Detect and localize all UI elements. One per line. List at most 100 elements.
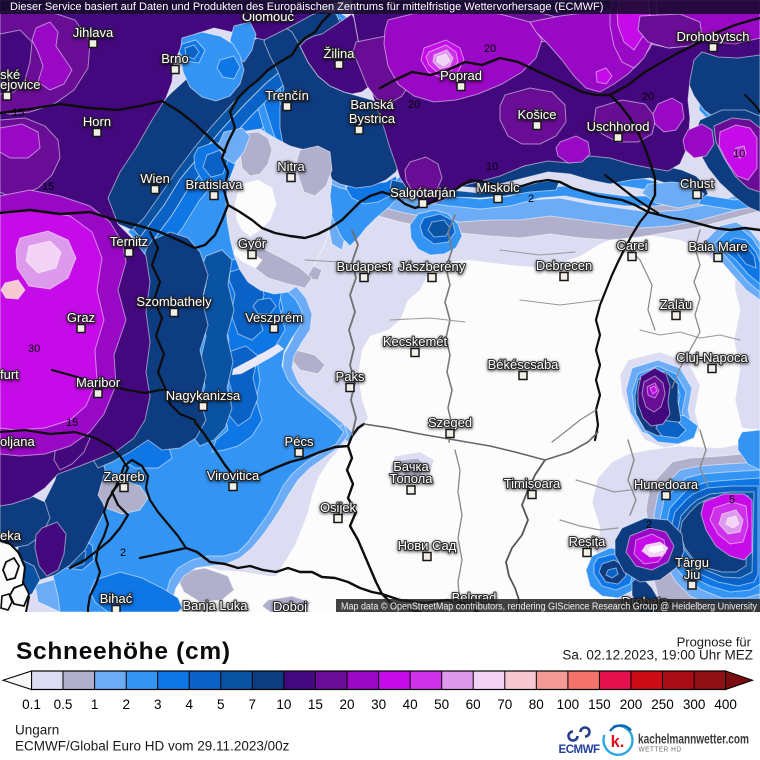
svg-text:Veszprém: Veszprém (245, 310, 303, 325)
svg-text:2: 2 (646, 519, 652, 531)
svg-text:Nitra: Nitra (277, 159, 305, 174)
svg-text:0.1: 0.1 (22, 697, 41, 712)
svg-text:Uschhorod: Uschhorod (587, 119, 650, 134)
svg-text:400: 400 (714, 697, 737, 712)
svg-text:15: 15 (42, 181, 54, 193)
svg-text:k.: k. (611, 733, 625, 751)
svg-text:2: 2 (122, 697, 130, 712)
svg-text:Chust: Chust (680, 176, 714, 191)
svg-text:Szombathely: Szombathely (136, 294, 212, 309)
svg-text:10: 10 (486, 161, 498, 173)
svg-text:Jiu: Jiu (684, 567, 701, 582)
svg-text:15: 15 (308, 697, 323, 712)
svg-text:300: 300 (683, 697, 706, 712)
svg-text:Jászberény: Jászberény (399, 259, 466, 274)
svg-text:Kecskemét: Kecskemét (383, 334, 448, 349)
svg-text:ECMWF: ECMWF (559, 744, 600, 756)
svg-text:200: 200 (620, 697, 643, 712)
svg-text:Salgótarján: Salgótarján (390, 185, 456, 200)
svg-text:Banská: Banská (350, 97, 394, 112)
svg-text:Žilina: Žilina (323, 46, 355, 61)
svg-text:Reșița: Reșița (569, 534, 607, 549)
svg-text:Szeged: Szeged (428, 415, 472, 430)
svg-text:Map data © OpenStreetMap contr: Map data © OpenStreetMap contributors, r… (341, 602, 757, 613)
svg-text:Timișoara: Timișoara (504, 476, 561, 491)
svg-text:7: 7 (249, 697, 257, 712)
svg-text:Trenčín: Trenčín (265, 88, 309, 103)
svg-text:Zalău: Zalău (660, 297, 693, 312)
svg-text:Békéscsaba: Békéscsaba (488, 357, 560, 372)
svg-text:Doboj: Doboj (273, 599, 307, 612)
svg-text:20: 20 (484, 43, 496, 55)
svg-text:Brno: Brno (161, 51, 188, 66)
svg-text:20: 20 (339, 697, 354, 712)
svg-text:Schneehöhe (cm): Schneehöhe (cm) (16, 638, 231, 665)
svg-text:5: 5 (217, 697, 225, 712)
svg-text:10: 10 (276, 697, 291, 712)
svg-text:15: 15 (66, 417, 78, 429)
svg-text:Prognose für: Prognose für (677, 635, 752, 650)
svg-text:Cluj-Napoca: Cluj-Napoca (676, 350, 748, 365)
svg-text:ské: ské (0, 67, 20, 82)
svg-text:Pécs: Pécs (285, 434, 314, 449)
svg-text:Carei: Carei (616, 238, 647, 253)
svg-text:Horn: Horn (83, 114, 111, 129)
svg-text:Ternitz: Ternitz (110, 234, 148, 249)
svg-text:250: 250 (651, 697, 674, 712)
svg-text:150: 150 (588, 697, 611, 712)
svg-text:Graz: Graz (67, 310, 95, 325)
svg-text:3: 3 (154, 697, 162, 712)
svg-text:Bratislava: Bratislava (185, 177, 243, 192)
svg-text:eka: eka (0, 528, 22, 543)
svg-text:80: 80 (529, 697, 544, 712)
svg-text:Miskolc: Miskolc (476, 180, 520, 195)
svg-text:Jihlava: Jihlava (73, 25, 114, 40)
svg-text:Maribor: Maribor (76, 375, 121, 390)
svg-text:Нови Сад: Нови Сад (398, 538, 457, 553)
svg-text:10: 10 (733, 148, 745, 160)
svg-text:furt: furt (0, 367, 19, 382)
svg-text:Bystrica: Bystrica (349, 111, 396, 126)
svg-text:oljana: oljana (0, 434, 35, 449)
svg-text:Osijek: Osijek (320, 500, 357, 515)
svg-text:Târgu: Târgu (675, 555, 709, 570)
svg-text:1: 1 (91, 697, 99, 712)
svg-text:Zagreb: Zagreb (103, 469, 144, 484)
svg-text:Nagykanizsa: Nagykanizsa (166, 388, 241, 403)
svg-text:30: 30 (371, 697, 386, 712)
svg-text:15: 15 (12, 107, 24, 119)
svg-text:Ungarn: Ungarn (15, 723, 59, 738)
svg-text:70: 70 (497, 697, 512, 712)
svg-text:Hunedoara: Hunedoara (634, 477, 699, 492)
svg-text:Poprad: Poprad (440, 68, 482, 83)
svg-text:Топола: Топола (390, 471, 434, 486)
svg-text:50: 50 (434, 697, 449, 712)
svg-text:Drohobytsch: Drohobytsch (677, 29, 750, 44)
svg-text:ECMWF/Global Euro HD vom 29.1: ECMWF/Global Euro HD vom 29.11.2023/00z (15, 739, 290, 754)
svg-text:Debrecen: Debrecen (536, 258, 592, 273)
svg-text:Wien: Wien (140, 171, 170, 186)
svg-text:100: 100 (557, 697, 580, 712)
svg-text:Košice: Košice (517, 107, 556, 122)
svg-text:2: 2 (528, 193, 534, 205)
svg-text:0.5: 0.5 (54, 697, 73, 712)
svg-text:Budapest: Budapest (337, 259, 392, 274)
svg-text:kachelmannwetter.com: kachelmannwetter.com (638, 732, 749, 747)
svg-text:Bihać: Bihać (100, 591, 133, 606)
svg-text:Бачка: Бачка (393, 459, 429, 474)
svg-text:20: 20 (408, 99, 420, 111)
svg-text:Virovitica: Virovitica (207, 468, 260, 483)
svg-text:2: 2 (120, 547, 126, 559)
svg-text:4: 4 (185, 697, 193, 712)
svg-text:60: 60 (466, 697, 481, 712)
svg-text:20: 20 (642, 91, 654, 103)
svg-text:Győr: Győr (238, 236, 267, 251)
svg-text:Banja Luka: Banja Luka (182, 598, 248, 612)
svg-text:40: 40 (403, 697, 418, 712)
svg-text:Baia Mare: Baia Mare (688, 239, 747, 254)
svg-text:WETTER HD: WETTER HD (639, 745, 682, 754)
svg-text:Sa. 02.12.2023, 19:00 Uhr MEZ: Sa. 02.12.2023, 19:00 Uhr MEZ (562, 648, 753, 663)
svg-text:Paks: Paks (336, 369, 365, 384)
svg-text:30: 30 (28, 343, 40, 355)
svg-text:ejovice: ejovice (0, 77, 40, 92)
